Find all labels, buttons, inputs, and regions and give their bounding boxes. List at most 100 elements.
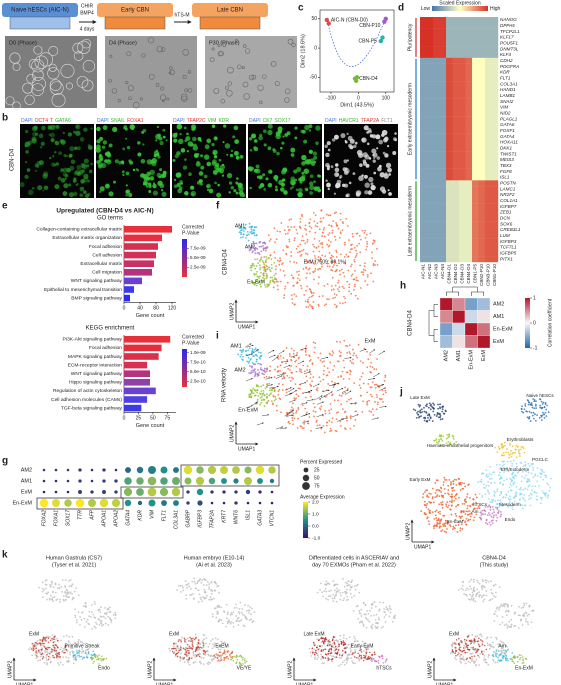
- cell-dot: [339, 355, 341, 357]
- heat-cell: [420, 215, 427, 222]
- cell-dot: [305, 289, 307, 292]
- cell-dot: [371, 395, 373, 398]
- cell-dot: [426, 502, 429, 505]
- cell-dot: [534, 473, 537, 476]
- cell-dot: [441, 501, 444, 503]
- cell-dot: [193, 577, 196, 580]
- category-label: PI3K-Akt signaling pathway: [62, 337, 122, 343]
- side-label: CBN4-D4: [223, 249, 229, 275]
- heat-cell: [491, 92, 499, 99]
- cell-dot: [305, 229, 308, 231]
- velocity-arrow: [336, 388, 344, 392]
- cell-dot: [349, 369, 352, 372]
- cell-dot: [69, 651, 71, 654]
- nucleus: [303, 168, 310, 175]
- dot: [136, 477, 144, 485]
- nucleus: [95, 147, 101, 153]
- cell-dot: [266, 285, 269, 288]
- cell-dot: [36, 640, 39, 642]
- nucleus: [58, 151, 63, 155]
- cell-dot: [48, 652, 51, 655]
- cell-dot: [173, 645, 175, 648]
- heat-cell: [465, 162, 473, 169]
- heat-cell: [459, 40, 466, 47]
- cell-dot: [497, 445, 500, 448]
- cell-dot: [51, 637, 53, 640]
- cell-dot: [186, 586, 189, 589]
- cell-dot: [58, 587, 61, 590]
- nucleus: [301, 174, 306, 178]
- cell-dot: [515, 456, 518, 459]
- cell-dot: [326, 298, 328, 301]
- cell: [28, 59, 39, 70]
- gene-label: ZEB1: [499, 210, 512, 215]
- nucleus: [104, 159, 108, 163]
- cell-dot: [314, 231, 317, 234]
- cell-dot: [75, 658, 77, 661]
- cell-dot: [441, 408, 444, 410]
- heat-cell: [485, 180, 492, 187]
- nucleus: [179, 133, 182, 136]
- heat-cell: [426, 162, 434, 169]
- cell-dot: [230, 658, 232, 661]
- cell-dot: [341, 229, 344, 232]
- dot: [234, 490, 238, 494]
- cell-dot: [275, 238, 278, 241]
- cell: [109, 54, 113, 58]
- cell-dot: [57, 652, 60, 654]
- nucleus: [208, 188, 214, 194]
- cell-dot: [62, 635, 65, 638]
- cell-dot: [249, 392, 252, 395]
- cell-dot: [197, 589, 200, 592]
- stain: VIM: [208, 118, 217, 124]
- nucleus: [223, 124, 227, 128]
- cell-dot: [284, 372, 287, 374]
- cell-dot: [313, 346, 316, 349]
- cell-dot: [94, 617, 97, 619]
- cell-dot: [304, 350, 307, 353]
- nucleus: [213, 155, 218, 159]
- heat-cell: [420, 28, 427, 35]
- cell-dot: [307, 422, 310, 425]
- cell-dot: [269, 254, 272, 256]
- cell-dot: [47, 651, 49, 654]
- cell-dot: [316, 424, 319, 427]
- cell-dot: [446, 501, 449, 504]
- nucleus: [354, 141, 358, 145]
- cell-dot: [285, 347, 288, 349]
- panel-label: k: [2, 550, 8, 561]
- heat-cell: [459, 22, 466, 29]
- cell-dot: [105, 657, 108, 660]
- cell-dot: [306, 238, 309, 241]
- heat-cell: [464, 335, 478, 349]
- heat-cell: [459, 127, 466, 134]
- cell-dot: [382, 401, 384, 403]
- cell-dot: [350, 580, 353, 583]
- cell-dot: [254, 371, 257, 374]
- cell-dot: [100, 624, 103, 627]
- cell-dot: [364, 604, 367, 607]
- dot: [183, 465, 193, 475]
- cell-dot: [371, 381, 374, 384]
- cell-dot: [184, 580, 187, 583]
- cell-dot: [302, 248, 305, 251]
- cell-dot: [268, 268, 271, 271]
- gene-label: HAND1: [500, 87, 516, 92]
- cell-dot: [210, 592, 213, 595]
- heat-cell: [452, 174, 460, 181]
- heat-cell: [452, 110, 460, 117]
- nucleus: [172, 158, 176, 162]
- cell-dot: [200, 598, 203, 601]
- cell-dot: [92, 662, 94, 664]
- cell-dot: [366, 245, 368, 248]
- heat-cell: [472, 57, 479, 64]
- cell: [182, 49, 189, 56]
- cell-dot: [519, 486, 522, 489]
- cell-dot: [334, 259, 336, 262]
- cell-dot: [240, 236, 242, 239]
- cell-dot: [332, 600, 335, 603]
- cell-dot: [304, 227, 306, 230]
- dot: [245, 489, 251, 495]
- heat-cell: [465, 209, 473, 216]
- cell-dot: [248, 396, 251, 399]
